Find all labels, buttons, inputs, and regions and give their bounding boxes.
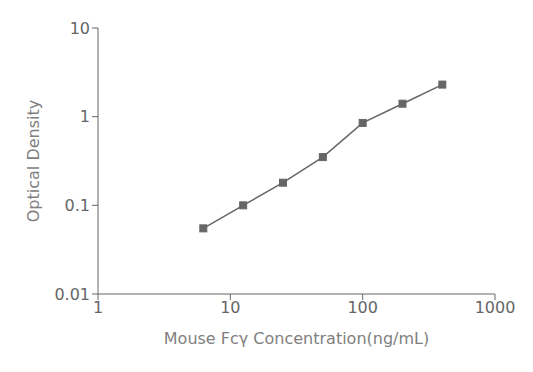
svg-text:100: 100 [347, 298, 378, 317]
svg-text:Optical Density: Optical Density [24, 100, 43, 222]
svg-text:1000: 1000 [475, 298, 516, 317]
svg-text:1: 1 [80, 107, 90, 126]
svg-text:10: 10 [70, 19, 90, 38]
svg-text:0.1: 0.1 [65, 196, 90, 215]
svg-text:10: 10 [220, 298, 240, 317]
svg-text:Mouse Fcγ Concentration(ng/mL): Mouse Fcγ Concentration(ng/mL) [164, 329, 429, 348]
svg-text:1: 1 [93, 298, 103, 317]
svg-text:0.01: 0.01 [54, 285, 90, 304]
